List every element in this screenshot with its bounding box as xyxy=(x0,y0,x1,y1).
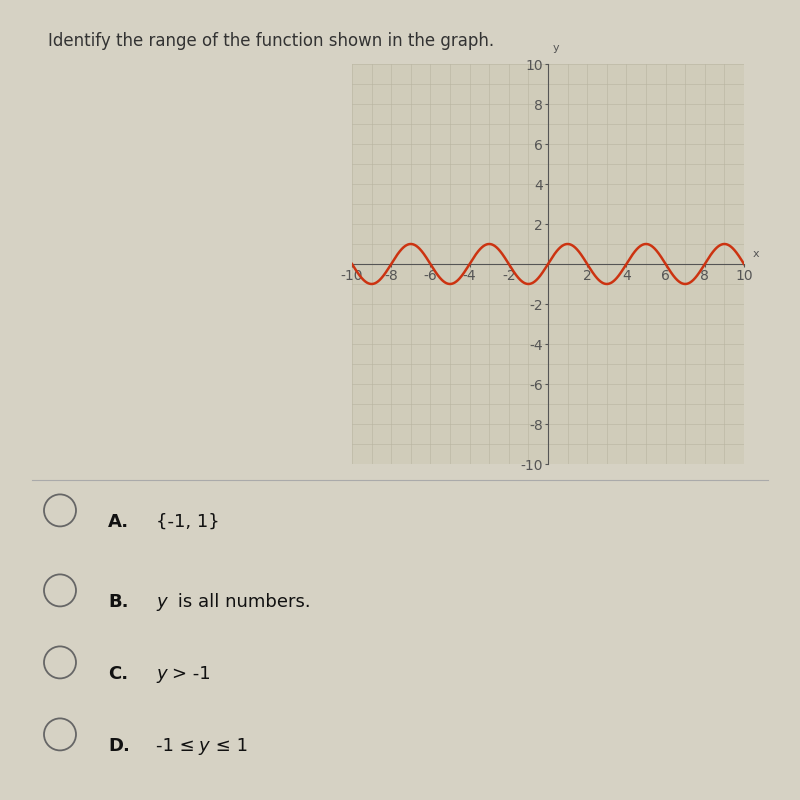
Text: is all numbers.: is all numbers. xyxy=(172,593,310,610)
Text: A.: A. xyxy=(108,513,129,530)
Text: y: y xyxy=(156,593,166,610)
Text: y: y xyxy=(553,43,559,53)
Text: > -1: > -1 xyxy=(172,665,210,682)
Text: -1 ≤: -1 ≤ xyxy=(156,737,201,754)
Text: Identify the range of the function shown in the graph.: Identify the range of the function shown… xyxy=(48,32,494,50)
Text: x: x xyxy=(753,249,759,259)
Text: ≤ 1: ≤ 1 xyxy=(210,737,248,754)
Text: C.: C. xyxy=(108,665,128,682)
Text: y: y xyxy=(156,665,166,682)
Text: {-1, 1}: {-1, 1} xyxy=(156,513,220,530)
Text: B.: B. xyxy=(108,593,129,610)
Text: D.: D. xyxy=(108,737,130,754)
Text: y: y xyxy=(198,737,209,754)
